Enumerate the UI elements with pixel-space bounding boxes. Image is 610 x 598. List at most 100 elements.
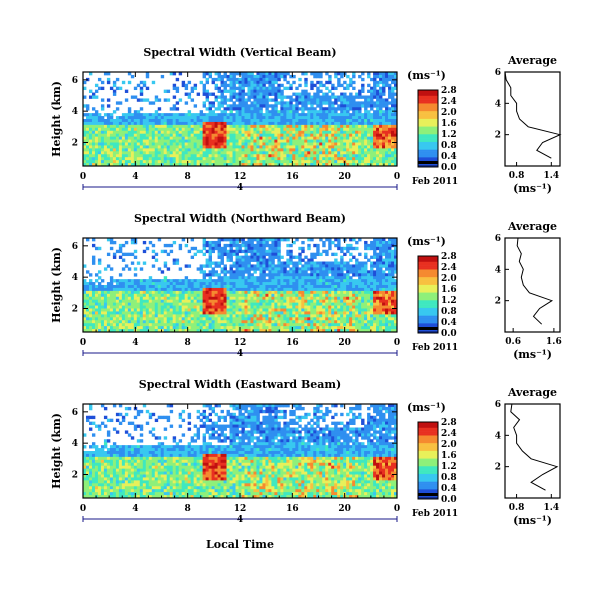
heatmap-cell (334, 264, 338, 268)
heatmap-cell (118, 299, 123, 304)
heatmap-cell (340, 314, 344, 318)
heatmap-cell (352, 124, 356, 129)
heatmap-cell (352, 101, 356, 105)
heatmap-cell (340, 95, 344, 99)
heatmap-cell (124, 311, 129, 315)
heatmap-cell (238, 258, 242, 262)
heatmap-cell (238, 110, 242, 114)
heatmap-cell (88, 139, 93, 143)
heatmap-cell (91, 320, 96, 324)
heatmap-cell (175, 299, 180, 304)
colorbar-swatch (418, 155, 438, 158)
heatmap-cell (214, 142, 218, 146)
heatmap-cell (373, 80, 377, 85)
heatmap-cell (241, 329, 245, 333)
heatmap-cell (283, 323, 287, 327)
heatmap-cell (217, 72, 221, 76)
heatmap-cell (298, 148, 302, 152)
heatmap-cell (160, 74, 165, 79)
heatmap-cell (316, 136, 320, 140)
heatmap-cell (391, 119, 395, 123)
heatmap-cell (241, 320, 245, 324)
heatmap-cell (83, 320, 87, 324)
heatmap-cell (193, 252, 198, 257)
heatmap-cell (190, 160, 195, 164)
heatmap-cell (223, 302, 227, 306)
heatmap-cell (298, 267, 302, 271)
heatmap-cell (190, 285, 195, 289)
heatmap-cell (202, 160, 207, 164)
heatmap-cell (124, 329, 129, 333)
heatmap-cell (196, 133, 201, 138)
heatmap-cell (343, 279, 347, 283)
heatmap-cell (271, 282, 275, 286)
heatmap-cell (310, 95, 314, 99)
heatmap-cell (178, 124, 183, 129)
heatmap-cell (304, 92, 308, 96)
heatmap-cell (184, 282, 189, 286)
heatmap-cell (83, 145, 87, 149)
heatmap-cell (331, 290, 335, 295)
heatmap-cell (334, 258, 338, 262)
heatmap-cell (220, 145, 224, 149)
heatmap-cell (115, 148, 120, 152)
heatmap-cell (154, 308, 159, 312)
heatmap-cell (289, 255, 293, 259)
heatmap-cell (376, 142, 380, 146)
heatmap-cell (166, 98, 171, 102)
heatmap-cell (139, 299, 144, 304)
heatmap-cell (196, 119, 201, 123)
heatmap-cell (106, 282, 111, 286)
heatmap-cell (256, 80, 260, 85)
heatmap-cell (247, 74, 251, 79)
heatmap-cell (298, 92, 302, 96)
heatmap-cell (271, 139, 275, 143)
heatmap-cell (91, 255, 96, 259)
heatmap-cell (352, 154, 356, 158)
heatmap-cell (124, 252, 129, 257)
heatmap-cell (286, 264, 290, 268)
heatmap-cell (301, 133, 305, 138)
heatmap-cell (205, 145, 209, 149)
heatmap-cell (328, 261, 332, 265)
heatmap-cell (304, 154, 308, 158)
heatmap-cell (232, 249, 236, 254)
heatmap-cell (124, 127, 129, 132)
heatmap-cell (382, 113, 386, 117)
heatmap-cell (256, 92, 260, 96)
heatmap-cell (271, 72, 275, 76)
heatmap-cell (319, 163, 323, 167)
heatmap-cell (271, 290, 275, 295)
colorbar-swatch (418, 103, 438, 106)
heatmap-cell (250, 154, 254, 158)
heatmap-cell (265, 305, 269, 309)
colorbar-swatch (418, 97, 438, 100)
heatmap-cell (304, 282, 308, 286)
heatmap-cell (187, 320, 192, 324)
heatmap-cell (83, 151, 87, 155)
heatmap-cell (97, 157, 102, 161)
heatmap-cell (142, 124, 147, 129)
heatmap-cell (292, 299, 296, 304)
heatmap-cell (340, 287, 344, 292)
heatmap-cell (163, 151, 168, 155)
heatmap-cell (100, 302, 105, 306)
heatmap-cell (388, 124, 392, 129)
heatmap-cell (244, 255, 248, 259)
heatmap-cell (223, 145, 227, 149)
heatmap-cell (301, 320, 305, 324)
heatmap-cell (109, 133, 114, 138)
heatmap-cell (265, 323, 269, 327)
heatmap-cell (394, 80, 398, 85)
heatmap-cell (226, 157, 230, 161)
heatmap-cell (130, 240, 135, 245)
heatmap-cell (322, 243, 326, 248)
heatmap-cell (352, 80, 356, 85)
heatmap-cell (289, 124, 293, 129)
heatmap-cell (232, 285, 236, 289)
heatmap-cell (175, 116, 180, 120)
heatmap-cell (160, 124, 165, 129)
heatmap-cell (286, 133, 290, 138)
heatmap-cell (382, 72, 386, 76)
heatmap-cell (268, 252, 272, 257)
